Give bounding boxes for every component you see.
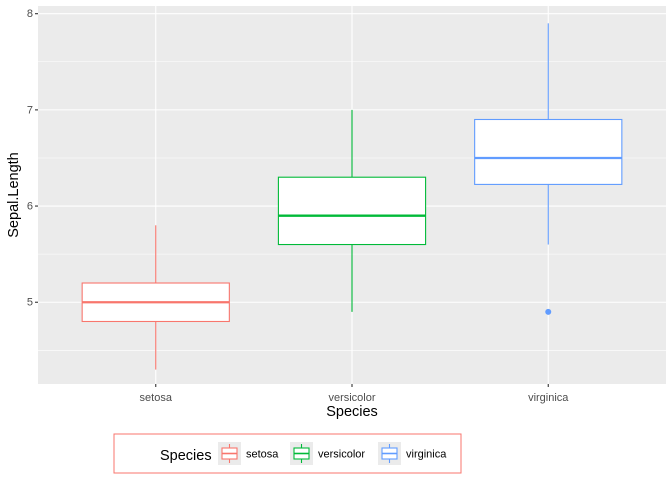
box-body (474, 118, 623, 185)
x-axis: setosa versicolor virginica (140, 384, 569, 404)
legend-item-versicolor: versicolor (290, 442, 365, 465)
legend-item-virginica: virginica (378, 442, 447, 465)
legend-item-setosa: setosa (218, 442, 279, 465)
box-versicolor (277, 109, 427, 312)
legend-title: Species (160, 448, 212, 464)
y-axis-title: Sepal.Length (6, 152, 22, 237)
y-tick-label: 5 (27, 297, 33, 309)
legend-items: setosa versicolor virginica (218, 442, 447, 465)
box-setosa (81, 225, 230, 370)
legend-label: virginica (406, 449, 447, 461)
box-series (81, 23, 623, 370)
y-tick-label: 6 (27, 201, 33, 213)
y-tick-label: 7 (27, 104, 33, 116)
legend: Species setosa versicolor virginica (113, 433, 462, 474)
x-tick-label: setosa (140, 392, 173, 404)
x-axis-title: Species (326, 404, 378, 420)
x-tick-label: virginica (528, 392, 569, 404)
legend-label: setosa (246, 449, 279, 461)
y-tick-label: 8 (27, 8, 33, 20)
outlier-point (545, 308, 552, 315)
y-axis: 5 6 7 8 (27, 8, 38, 309)
box-body (277, 176, 427, 246)
x-tick-label: versicolor (328, 392, 375, 404)
legend-label: versicolor (318, 449, 365, 461)
box-virginica (474, 23, 623, 315)
